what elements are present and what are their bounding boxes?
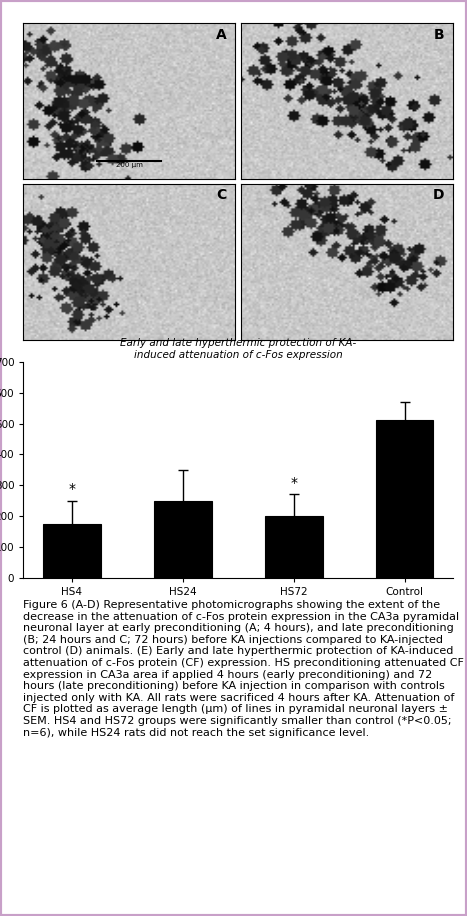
Title: Early and late hyperthermic protection of KA-
induced attenuation of c-Fos expre: Early and late hyperthermic protection o… [120,338,356,360]
Text: 200 μm: 200 μm [116,162,142,168]
Text: *: * [68,482,75,496]
Bar [376,420,433,578]
Bar [43,524,100,578]
Bar [154,501,212,578]
Text: B: B [434,27,445,41]
Text: *: * [290,475,297,490]
Bar [265,516,323,578]
Text: C: C [216,189,226,202]
Text: A: A [216,27,226,41]
Text: Figure 6 (A-D) Representative photomicrographs showing the extent of the decreas: Figure 6 (A-D) Representative photomicro… [23,600,464,737]
Text: D: D [433,189,445,202]
